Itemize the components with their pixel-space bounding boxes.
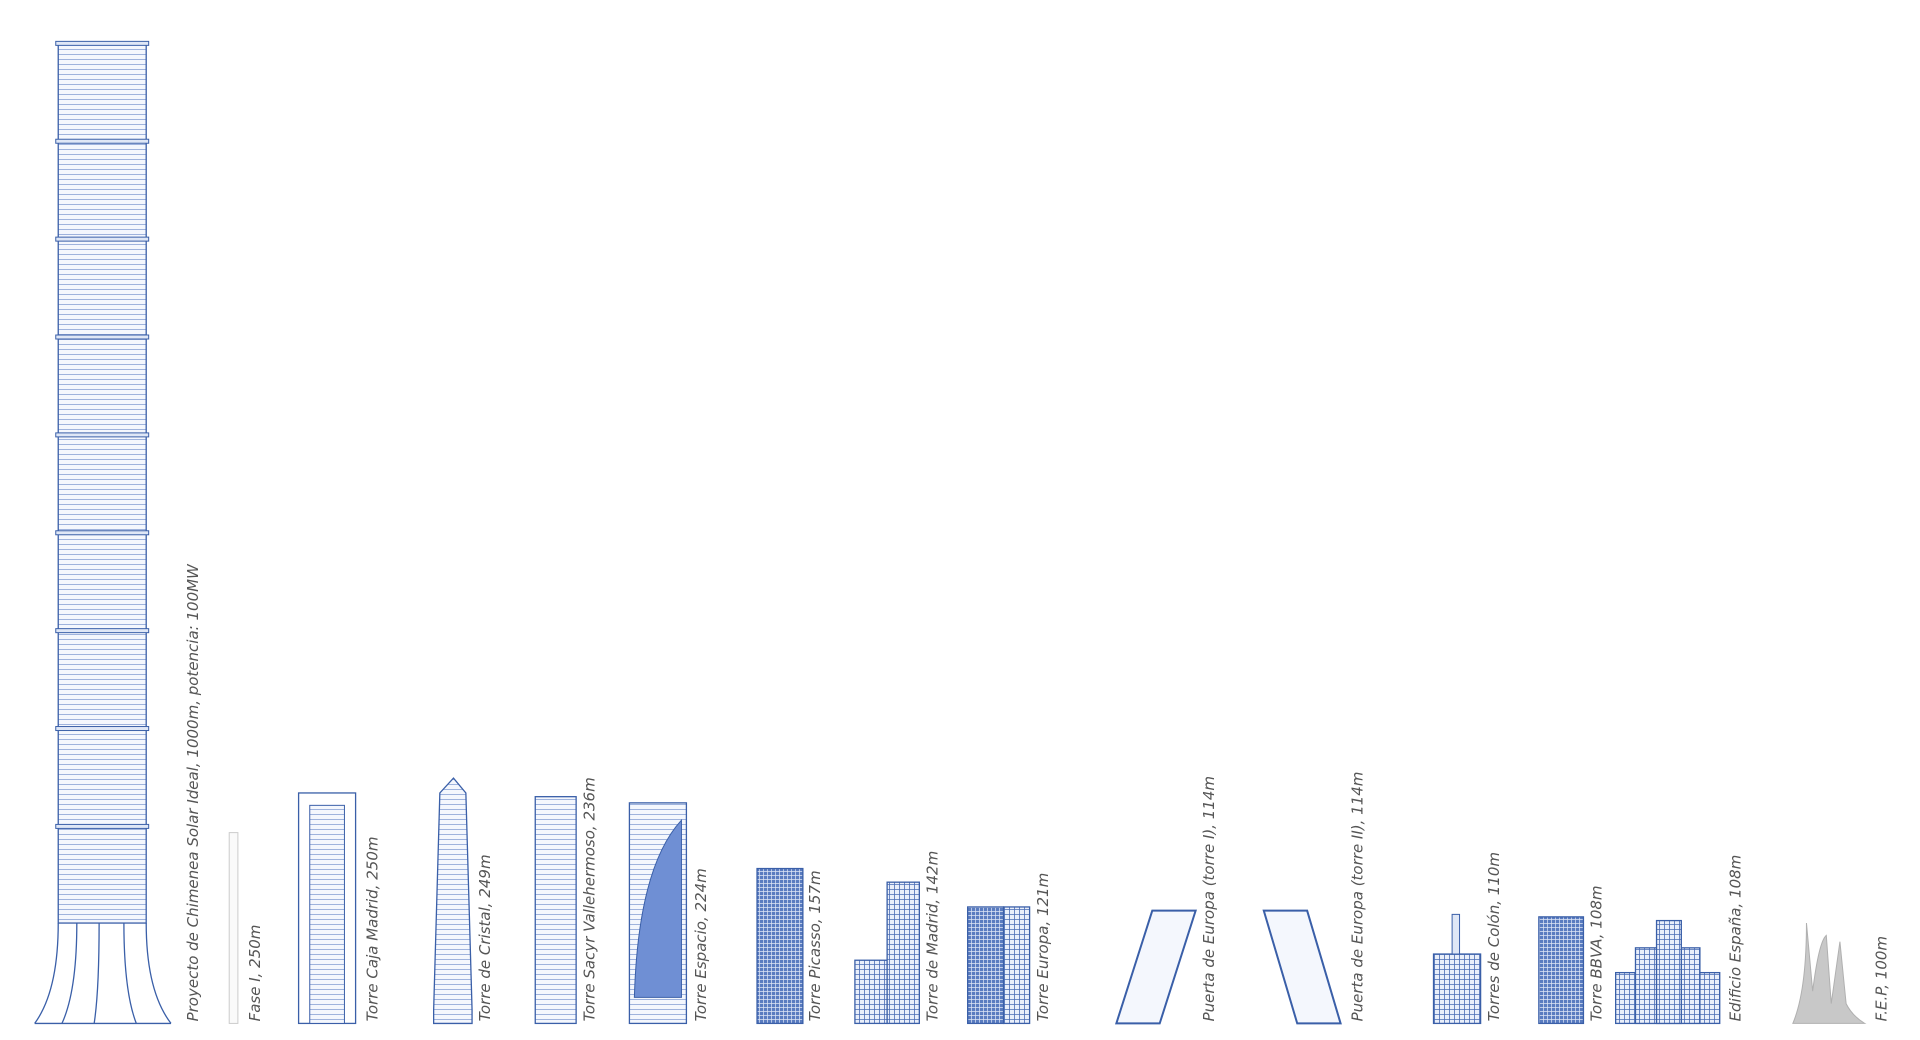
- chimney-leg: [61, 923, 78, 1024]
- building: [1655, 919, 1682, 1025]
- building: [1792, 923, 1867, 1024]
- building: [886, 881, 920, 1025]
- building-label: Puerta de Europa (torre I), 114m: [1200, 776, 1218, 1021]
- chimney-leg: [34, 923, 59, 1024]
- building-label: F.E.P, 100m: [1873, 936, 1891, 1021]
- building-label: Torres de Colón, 110m: [1485, 852, 1503, 1021]
- chimney-ring: [55, 530, 150, 536]
- building: [1114, 909, 1198, 1025]
- chimney-leg: [123, 923, 137, 1024]
- building-label: Torre de Cristal, 249m: [476, 854, 494, 1021]
- building: [1432, 953, 1482, 1025]
- chimney-leg: [145, 923, 172, 1024]
- building: [1002, 906, 1031, 1025]
- building: [228, 832, 239, 1024]
- chimney-shaft: [57, 42, 147, 924]
- chimney-ring: [55, 628, 150, 634]
- building-label: Torre Sacyr Vallehermoso, 236m: [580, 777, 598, 1021]
- chimney-ring: [55, 726, 150, 732]
- chimney-ring: [55, 40, 150, 46]
- building-label: Torre Europa, 121m: [1034, 873, 1052, 1022]
- chimney-ring: [55, 138, 150, 144]
- building-label: Edificio España, 108m: [1726, 855, 1744, 1022]
- building: [967, 906, 1005, 1025]
- building: [1262, 909, 1342, 1025]
- chimney-ring: [55, 334, 150, 340]
- building-label: Torre BBVA, 108m: [1588, 885, 1606, 1021]
- chimney-leg: [93, 923, 100, 1024]
- building: [433, 777, 473, 1025]
- building-top: [1451, 913, 1461, 955]
- building: [1538, 916, 1585, 1025]
- building-label: Puerta de Europa (torre II), 114m: [1349, 772, 1367, 1022]
- building: [756, 867, 804, 1025]
- building-label: Torre Caja Madrid, 250m: [364, 837, 382, 1022]
- chimney-ring: [55, 432, 150, 438]
- building-label: Torre Picasso, 157m: [806, 870, 824, 1021]
- building: [534, 796, 577, 1025]
- chimney-ring: [55, 823, 150, 829]
- building-core: [309, 804, 345, 1024]
- building-label: Torre Espacio, 224m: [692, 868, 710, 1021]
- building-label: Torre de Madrid, 142m: [924, 851, 942, 1022]
- building-label: Fase I, 250m: [246, 925, 264, 1022]
- chimney-ring: [55, 236, 150, 242]
- building-label: Proyecto de Chimenea Solar Ideal, 1000m,…: [184, 563, 202, 1021]
- building: [854, 959, 888, 1025]
- building-curve: [633, 818, 682, 998]
